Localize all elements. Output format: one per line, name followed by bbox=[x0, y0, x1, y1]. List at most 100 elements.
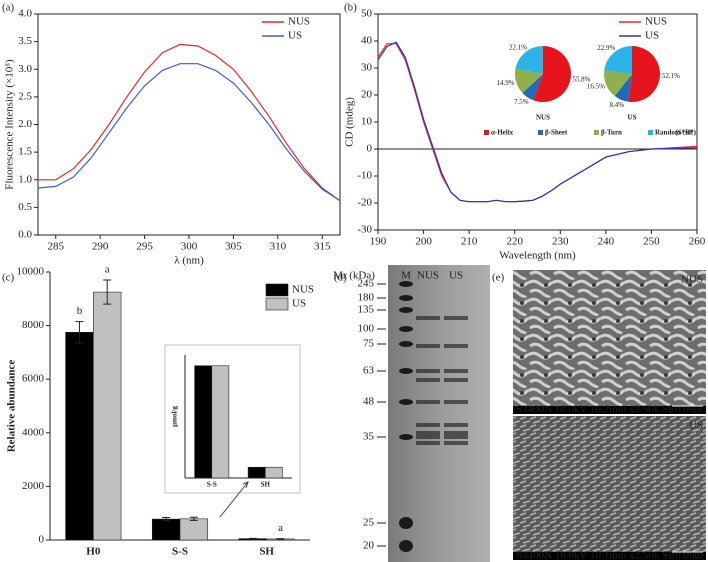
x-tick-label: 315 bbox=[314, 241, 331, 253]
plot-frame bbox=[377, 13, 698, 231]
y-tick-label: 0.5 bbox=[18, 201, 32, 213]
x-tick-label: SH bbox=[261, 481, 271, 489]
pie-slice bbox=[515, 68, 543, 94]
pie-slice bbox=[614, 74, 632, 102]
x-tick-label: 200 bbox=[415, 236, 432, 248]
error-bar bbox=[248, 537, 257, 540]
protein-band bbox=[416, 344, 440, 348]
x-tick-label: 300 bbox=[181, 241, 198, 253]
marker-label: 25 bbox=[363, 517, 375, 529]
pie-slice bbox=[604, 46, 632, 74]
marker-label: 180 bbox=[358, 292, 375, 304]
bar bbox=[247, 466, 266, 479]
pie-slice bbox=[604, 70, 632, 97]
x-axis-label: λ (nm) bbox=[174, 255, 204, 267]
pie-legend-label: β-Turn bbox=[601, 129, 622, 137]
y-tick-label: 0.0 bbox=[18, 229, 32, 241]
x-tick-label: 240 bbox=[598, 236, 615, 248]
y-tick-label: 30 bbox=[361, 62, 373, 74]
bar bbox=[264, 466, 283, 479]
y-tick-label: 0 bbox=[39, 534, 45, 546]
y-tick-label: 3.0 bbox=[18, 63, 32, 75]
error-bar bbox=[103, 279, 112, 305]
y-tick-label: 40 bbox=[361, 35, 373, 47]
pie-title: US bbox=[628, 114, 637, 122]
pie-legend-swatch bbox=[594, 130, 599, 135]
marker-band bbox=[399, 341, 413, 347]
y-tick-label: 3.5 bbox=[18, 35, 32, 47]
x-tick-label: S-S bbox=[172, 546, 188, 558]
x-tick-label: 210 bbox=[461, 236, 478, 248]
significance-letter: a bbox=[105, 264, 110, 276]
pie-label: 16.5% bbox=[587, 82, 605, 90]
protein-band bbox=[416, 316, 440, 320]
significance-letter: b bbox=[77, 305, 83, 317]
panel-label: (d) bbox=[334, 272, 347, 284]
legend-label: US bbox=[292, 298, 306, 310]
marker-label: 135 bbox=[358, 304, 375, 316]
y-tick-label: -20 bbox=[357, 197, 372, 209]
x-tick-label: 290 bbox=[92, 241, 109, 253]
y-axis-label: Relative abundance bbox=[6, 360, 18, 453]
y-tick-label: 8000 bbox=[22, 319, 45, 331]
x-tick-label: H0 bbox=[86, 546, 101, 558]
marker-band bbox=[399, 434, 413, 440]
pie-label: 22.9% bbox=[597, 44, 615, 52]
y-tick-label: 2000 bbox=[22, 480, 45, 492]
pie-label: 8.4% bbox=[610, 101, 625, 109]
bar bbox=[179, 518, 209, 541]
protein-band bbox=[444, 435, 468, 439]
y-tick-label: -10 bbox=[357, 170, 372, 182]
x-tick-label: 250 bbox=[643, 236, 660, 248]
y-tick-label: 0 bbox=[367, 143, 373, 155]
sem-scale: 20.0um bbox=[670, 404, 704, 416]
error-bar bbox=[75, 321, 84, 344]
marker-band bbox=[399, 399, 413, 405]
protein-band bbox=[416, 400, 440, 404]
legend-label: US bbox=[288, 30, 302, 42]
y-axis-label: CD (mdeg) bbox=[344, 97, 356, 147]
protein-band bbox=[416, 435, 440, 439]
marker-band bbox=[399, 540, 413, 552]
bar bbox=[65, 331, 94, 541]
sem-label: NUS bbox=[681, 274, 703, 286]
protein-band bbox=[444, 316, 468, 320]
bar bbox=[93, 291, 122, 541]
inset-arrow bbox=[219, 481, 249, 518]
legend-label: NUS bbox=[288, 16, 310, 28]
error-bar bbox=[162, 516, 171, 522]
pie-legend-swatch bbox=[538, 130, 543, 135]
pie-legend-label: α-Helix bbox=[491, 129, 514, 137]
marker-label: 20 bbox=[363, 540, 375, 552]
legend-swatch bbox=[265, 283, 289, 297]
pie-label: 55.8% bbox=[572, 76, 590, 84]
x-tick-label: 295 bbox=[136, 241, 153, 253]
pie-note: (S*R*) bbox=[675, 129, 696, 137]
plot-frame bbox=[37, 13, 341, 236]
protein-band bbox=[444, 344, 468, 348]
y-tick-label: 2.5 bbox=[18, 90, 32, 102]
legend-swatch bbox=[265, 297, 289, 311]
pie-slice bbox=[522, 74, 543, 101]
x-tick-label: 285 bbox=[48, 241, 65, 253]
pie-legend-swatch bbox=[484, 130, 489, 135]
pie-legend-swatch bbox=[648, 130, 653, 135]
gel-image bbox=[388, 265, 490, 562]
y-tick-label: 4.0 bbox=[18, 8, 32, 20]
legend-label: NUS bbox=[292, 284, 314, 296]
marker-band bbox=[399, 307, 413, 313]
bar bbox=[211, 365, 230, 479]
sem-info: S3400N 10.0kV 10.2mm x2.50k SE bbox=[516, 404, 675, 416]
legend-label: US bbox=[645, 30, 659, 42]
lane-label: M bbox=[401, 270, 411, 282]
x-tick-label: 230 bbox=[552, 236, 569, 248]
pie-legend-label: Random coil bbox=[655, 129, 693, 137]
panel-label: (a) bbox=[2, 2, 15, 14]
y-tick-label: 10000 bbox=[17, 266, 45, 278]
pie-label: 52.1% bbox=[662, 72, 680, 80]
protein-band bbox=[444, 400, 468, 404]
marker-band bbox=[399, 281, 413, 287]
x-tick-label: 190 bbox=[370, 236, 387, 248]
sem-info-bar bbox=[513, 552, 706, 560]
